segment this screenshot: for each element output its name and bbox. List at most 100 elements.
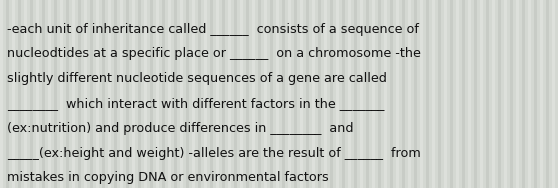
- Bar: [522, 0, 525, 188]
- Bar: [312, 0, 315, 188]
- Bar: [300, 0, 303, 188]
- Bar: [366, 0, 369, 188]
- Text: ________  which interact with different factors in the _______: ________ which interact with different f…: [7, 97, 384, 110]
- Bar: [324, 0, 327, 188]
- Bar: [198, 0, 201, 188]
- Text: (ex:nutrition) and produce differences in ________  and: (ex:nutrition) and produce differences i…: [7, 122, 353, 135]
- Bar: [252, 0, 255, 188]
- Bar: [306, 0, 309, 188]
- Bar: [534, 0, 537, 188]
- Bar: [150, 0, 153, 188]
- Bar: [492, 0, 495, 188]
- Bar: [360, 0, 363, 188]
- Bar: [486, 0, 489, 188]
- Bar: [72, 0, 75, 188]
- Text: _____(ex:height and weight) -alleles are the result of ______  from: _____(ex:height and weight) -alleles are…: [7, 147, 420, 160]
- Bar: [216, 0, 219, 188]
- Bar: [174, 0, 177, 188]
- Bar: [516, 0, 519, 188]
- Bar: [84, 0, 87, 188]
- Bar: [30, 0, 33, 188]
- Bar: [12, 0, 15, 188]
- Bar: [342, 0, 345, 188]
- Bar: [36, 0, 39, 188]
- Bar: [246, 0, 249, 188]
- Bar: [42, 0, 45, 188]
- Bar: [204, 0, 207, 188]
- Bar: [540, 0, 543, 188]
- Text: nucleodtides at a specific place or ______  on a chromosome -the: nucleodtides at a specific place or ____…: [7, 47, 421, 60]
- Text: -each unit of inheritance called ______  consists of a sequence of: -each unit of inheritance called ______ …: [7, 23, 418, 36]
- Bar: [456, 0, 459, 188]
- Bar: [510, 0, 513, 188]
- Bar: [192, 0, 195, 188]
- Bar: [234, 0, 237, 188]
- Bar: [48, 0, 51, 188]
- Bar: [120, 0, 123, 188]
- Bar: [66, 0, 69, 188]
- Bar: [336, 0, 339, 188]
- Bar: [186, 0, 189, 188]
- Bar: [294, 0, 297, 188]
- Bar: [384, 0, 387, 188]
- Bar: [0, 0, 3, 188]
- Bar: [144, 0, 147, 188]
- Bar: [18, 0, 21, 188]
- Bar: [432, 0, 435, 188]
- Bar: [6, 0, 9, 188]
- Bar: [390, 0, 393, 188]
- Bar: [504, 0, 507, 188]
- Bar: [114, 0, 117, 188]
- Bar: [438, 0, 441, 188]
- Bar: [330, 0, 333, 188]
- Bar: [276, 0, 279, 188]
- Bar: [264, 0, 267, 188]
- Bar: [138, 0, 141, 188]
- Text: mistakes in copying DNA or environmental factors: mistakes in copying DNA or environmental…: [7, 171, 329, 184]
- Bar: [474, 0, 477, 188]
- Bar: [132, 0, 135, 188]
- Bar: [258, 0, 261, 188]
- Bar: [240, 0, 243, 188]
- Bar: [288, 0, 291, 188]
- Bar: [408, 0, 411, 188]
- Bar: [354, 0, 357, 188]
- Bar: [162, 0, 165, 188]
- Bar: [414, 0, 417, 188]
- Bar: [396, 0, 399, 188]
- Bar: [168, 0, 171, 188]
- Bar: [444, 0, 447, 188]
- Bar: [480, 0, 483, 188]
- Bar: [348, 0, 351, 188]
- Bar: [528, 0, 531, 188]
- Bar: [546, 0, 549, 188]
- Text: slightly different nucleotide sequences of a gene are called: slightly different nucleotide sequences …: [7, 72, 387, 85]
- Bar: [402, 0, 405, 188]
- Bar: [462, 0, 465, 188]
- Bar: [318, 0, 321, 188]
- Bar: [96, 0, 99, 188]
- Bar: [102, 0, 105, 188]
- Bar: [228, 0, 231, 188]
- Bar: [450, 0, 453, 188]
- Bar: [24, 0, 27, 188]
- Bar: [60, 0, 63, 188]
- Bar: [90, 0, 93, 188]
- Bar: [180, 0, 183, 188]
- Bar: [420, 0, 423, 188]
- Bar: [498, 0, 501, 188]
- Bar: [270, 0, 273, 188]
- Bar: [126, 0, 129, 188]
- Bar: [426, 0, 429, 188]
- Bar: [78, 0, 81, 188]
- Bar: [372, 0, 375, 188]
- Bar: [156, 0, 159, 188]
- Bar: [552, 0, 555, 188]
- Bar: [54, 0, 57, 188]
- Bar: [222, 0, 225, 188]
- Bar: [108, 0, 111, 188]
- Bar: [210, 0, 213, 188]
- Bar: [378, 0, 381, 188]
- Bar: [282, 0, 285, 188]
- Bar: [468, 0, 471, 188]
